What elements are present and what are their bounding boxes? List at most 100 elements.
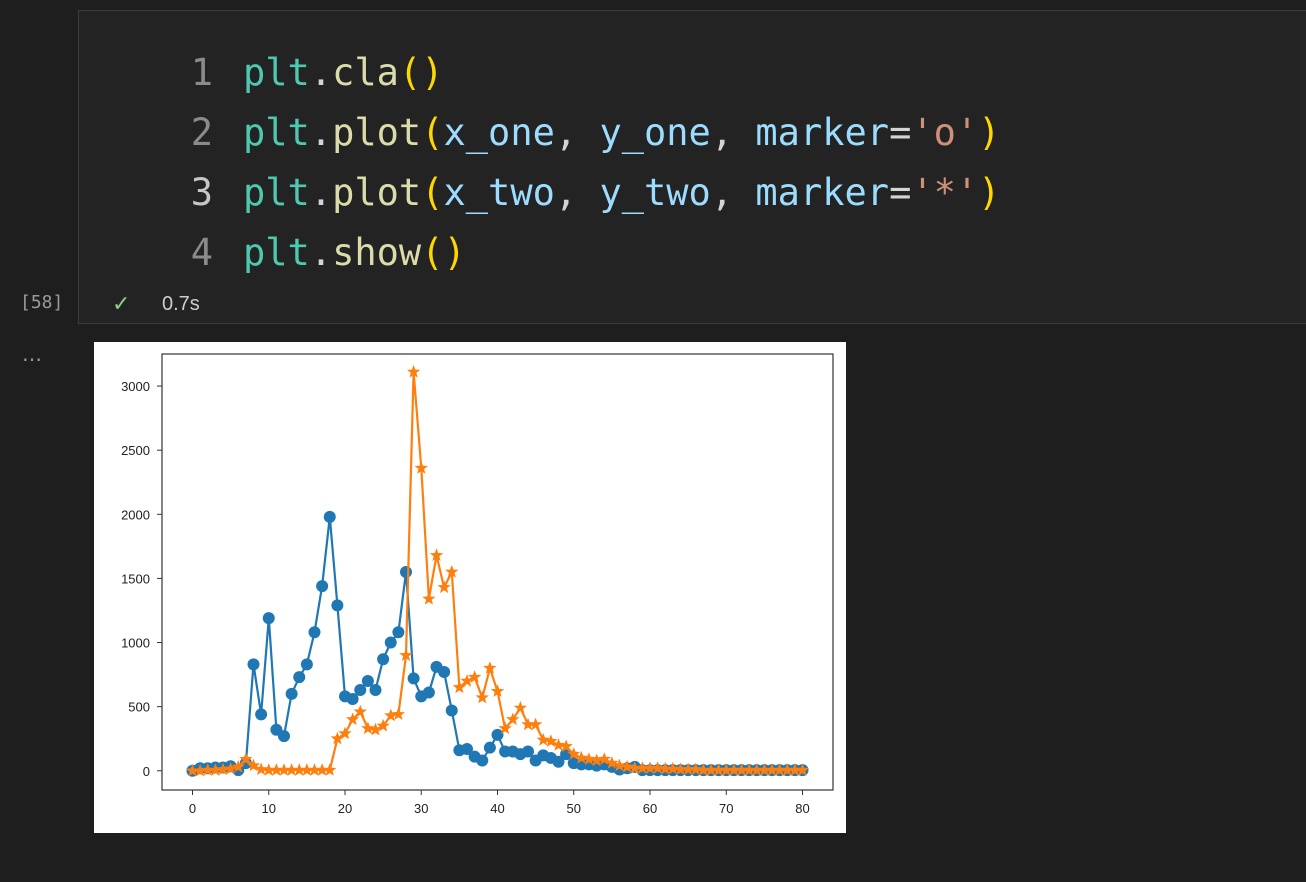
series-2-point xyxy=(201,763,215,776)
series-2-point xyxy=(315,763,329,776)
code-text[interactable]: plt.plot(x_two, y_two, marker='*') xyxy=(243,163,1000,223)
series-1-point xyxy=(346,692,359,705)
x-tick-label: 60 xyxy=(643,801,657,816)
series-2-point xyxy=(483,661,497,674)
code-token: , xyxy=(554,111,600,154)
series-1-point xyxy=(354,683,367,696)
x-tick-label: 80 xyxy=(795,801,809,816)
series-1-point xyxy=(522,745,534,758)
series-2-point xyxy=(368,722,383,736)
y-tick-label: 3000 xyxy=(121,379,150,394)
series-1-point xyxy=(384,636,397,649)
code-text[interactable]: plt.plot(x_one, y_one, marker='o') xyxy=(243,103,1000,163)
series-2-point xyxy=(330,731,344,745)
series-2-point xyxy=(231,759,245,773)
series-2-point xyxy=(498,721,512,735)
series-2-point xyxy=(597,752,611,765)
code-token: y_two xyxy=(599,171,711,214)
series-2-point xyxy=(185,763,200,777)
code-token: show xyxy=(332,231,422,274)
plot-output: 0 10 20 30 40 50 60 70 80 0 500 1000 1500 2000 2500 300… xyxy=(94,342,846,833)
series-2-point xyxy=(666,761,680,775)
line-number: 4 xyxy=(190,231,213,274)
code-token: ( xyxy=(421,171,444,214)
code-token: ) xyxy=(978,171,1001,214)
series-1-point xyxy=(361,675,374,687)
series-2-point xyxy=(757,763,771,776)
series-2-point xyxy=(277,763,291,776)
series-2-point xyxy=(689,762,703,776)
series-2-point xyxy=(704,763,718,776)
series-2-point xyxy=(353,704,367,718)
code-cell[interactable]: 1 plt.cla() 2 plt.plot(x_one, y_one, marker… xyxy=(78,10,1306,324)
series-2-point xyxy=(452,680,466,694)
series-1-point xyxy=(278,730,290,743)
code-token: plt xyxy=(243,171,310,214)
series-1-point xyxy=(316,580,329,593)
series-2-point xyxy=(651,761,665,774)
series-2-point xyxy=(742,763,756,776)
series-2-point xyxy=(269,763,283,776)
series-2-point xyxy=(300,763,314,776)
series-2-point xyxy=(734,763,749,776)
x-tick-label: 70 xyxy=(719,801,733,816)
series-2-point xyxy=(460,674,474,687)
series-1-point xyxy=(323,510,336,523)
series-1-point xyxy=(491,728,504,741)
line-number: 3 xyxy=(190,171,213,214)
x-tick-label: 10 xyxy=(262,801,276,816)
code-token: = xyxy=(889,111,912,154)
series-1-point xyxy=(377,653,390,666)
series-2-point xyxy=(376,718,390,732)
series-1-point xyxy=(400,566,412,578)
series-1-point xyxy=(308,626,321,639)
series-2-point xyxy=(262,763,276,776)
code-token: , xyxy=(710,111,756,154)
line-chart: 0 10 20 30 40 50 60 70 80 0 500 1000 1500 2000 2500 300… xyxy=(121,353,834,816)
code-token: . xyxy=(309,111,333,154)
y-tick-label: 1000 xyxy=(121,636,150,651)
series-2-point xyxy=(544,734,558,747)
series-2-point xyxy=(727,763,741,776)
code-token: plt xyxy=(243,231,310,274)
series-2-point xyxy=(712,763,726,776)
series-2-point xyxy=(361,721,375,735)
series-2-point xyxy=(628,761,642,774)
series-2-point xyxy=(643,761,657,774)
series-2-point xyxy=(254,762,268,776)
check-icon: ✓ xyxy=(112,291,131,317)
code-token: ) xyxy=(978,111,1001,154)
series-2-point xyxy=(216,762,230,776)
code-token: () xyxy=(398,51,444,94)
series-2-point xyxy=(239,752,253,765)
series-2-point xyxy=(475,690,489,704)
output-menu-icon[interactable]: … xyxy=(22,342,44,366)
y-tick-label: 1500 xyxy=(121,571,150,586)
series-1-point xyxy=(300,658,313,671)
code-text[interactable]: plt.cla() xyxy=(243,43,444,103)
series-2-point xyxy=(719,763,733,776)
series-2-point xyxy=(468,670,482,683)
series-1-point xyxy=(262,612,275,625)
series-2-point xyxy=(224,761,238,775)
series-2-point xyxy=(246,758,261,772)
code-text[interactable]: plt.show() xyxy=(243,223,466,283)
series-2-point xyxy=(414,461,428,474)
series-1-point xyxy=(255,708,268,721)
series-2-point xyxy=(384,708,398,722)
series-1-point xyxy=(369,683,382,696)
series-2-point xyxy=(521,717,535,731)
x-tick-label: 30 xyxy=(414,801,428,816)
code-token: () xyxy=(421,231,466,274)
series-2-point xyxy=(422,591,436,605)
code-token: = xyxy=(889,171,912,214)
y-tick-label: 500 xyxy=(128,700,150,715)
code-token: x_one xyxy=(443,111,555,154)
series-1-point xyxy=(445,704,458,717)
series-1-point xyxy=(476,754,489,767)
code-token: . xyxy=(309,231,333,274)
series-1-point xyxy=(483,741,496,754)
series-2-point xyxy=(788,763,802,776)
series-2-point xyxy=(612,758,627,772)
series-2-point xyxy=(437,580,451,594)
